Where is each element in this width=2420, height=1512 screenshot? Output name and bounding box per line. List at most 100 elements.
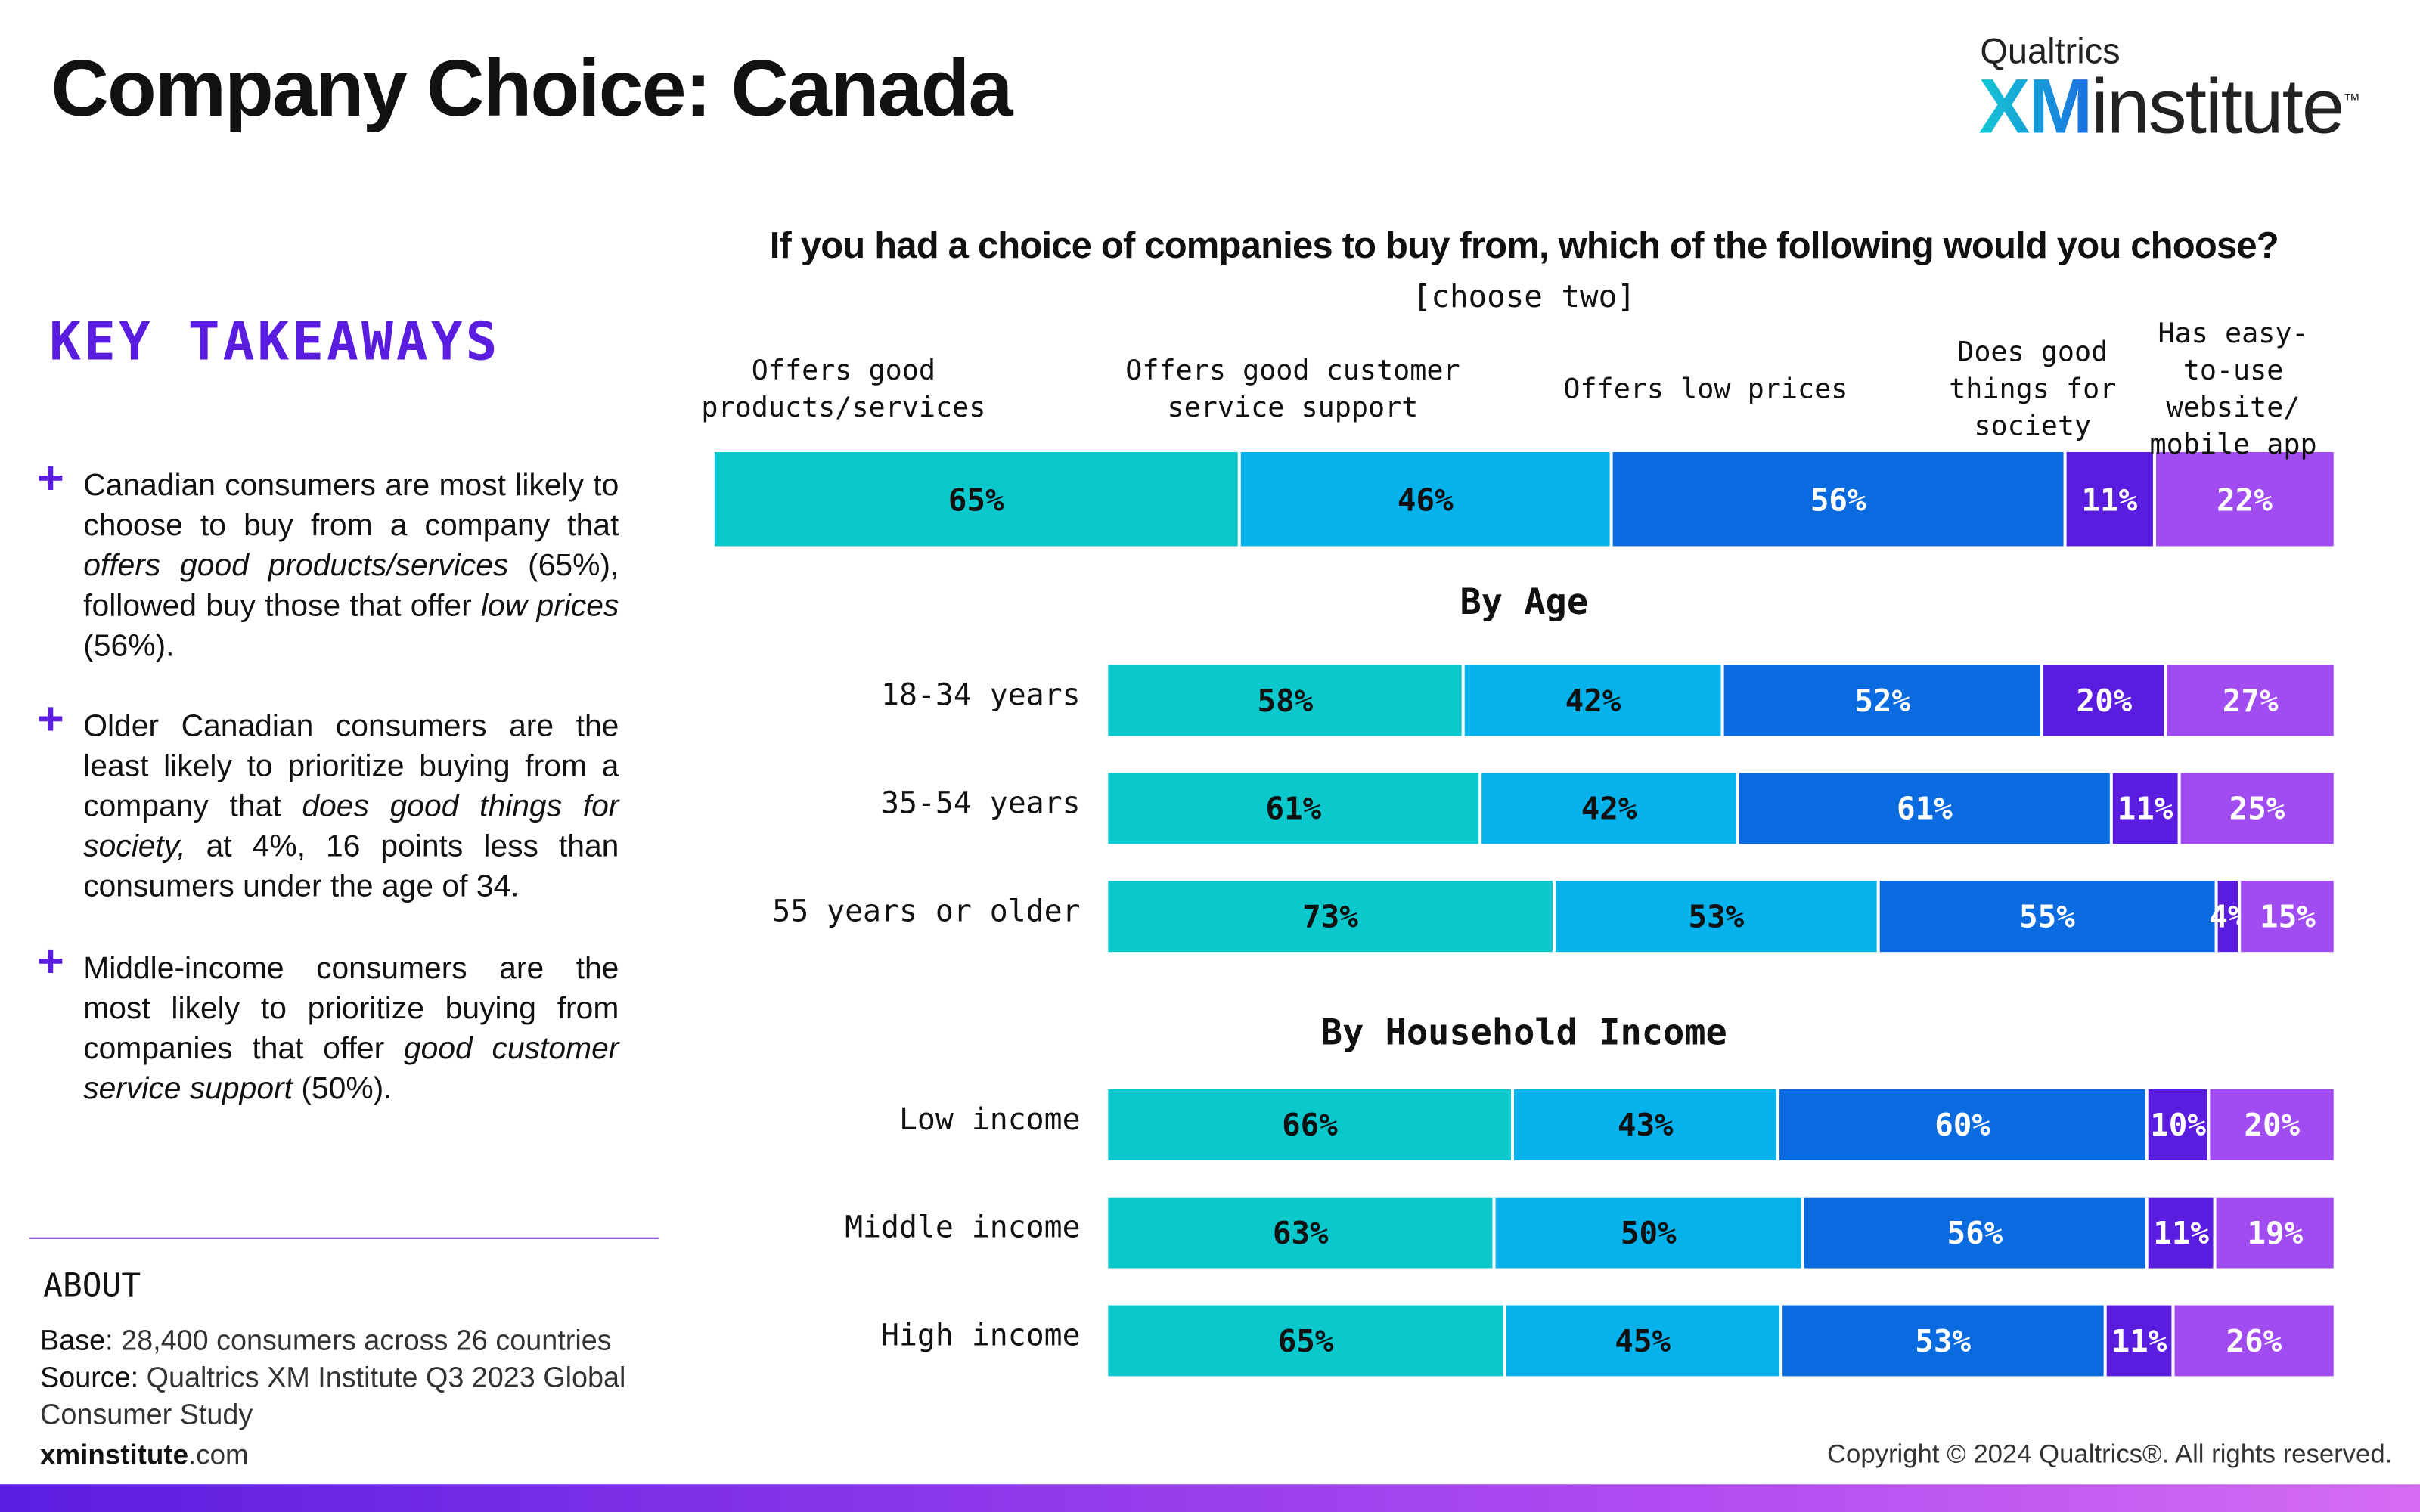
legend-label: Offers good products/services — [701, 355, 986, 425]
category-label: 35-54 years — [881, 785, 1081, 821]
value-label: 55% — [2019, 897, 2075, 935]
takeaway-marker: + — [36, 694, 64, 745]
site-rest: .com — [188, 1439, 249, 1470]
bar-segment: 65% — [714, 451, 1241, 547]
value-label: 20% — [2076, 682, 2133, 720]
value-label: 56% — [1947, 1214, 2003, 1252]
takeaway-text: at 4%, 16 points less than consumers und… — [83, 829, 619, 904]
value-label: 60% — [1934, 1106, 1990, 1144]
takeaway-text: low prices — [480, 589, 619, 624]
value-label: 42% — [1581, 789, 1637, 827]
bar-segment: 61% — [1739, 773, 2114, 844]
bar-row: 65% 45% 53% 11% 26% — [1108, 1305, 2334, 1377]
value-label: 53% — [1915, 1321, 1972, 1359]
site-bold: xminstitute — [40, 1439, 189, 1470]
about-heading: ABOUT — [43, 1266, 141, 1304]
value-label: 10% — [2150, 1106, 2206, 1144]
value-label: 46% — [1397, 480, 1454, 518]
bar-segment: 25% — [2180, 773, 2334, 844]
bar-segment: 65% — [1108, 1305, 1506, 1377]
value-label: 61% — [1897, 789, 1953, 827]
takeaway-text: (56%). — [83, 629, 175, 664]
bar-segment: 11% — [2066, 451, 2156, 547]
takeaway-text: good customer service support — [83, 1032, 619, 1107]
value-label: 65% — [948, 480, 1004, 518]
bar-segment: 11% — [2106, 1305, 2175, 1377]
value-label: 26% — [2226, 1321, 2282, 1359]
legend-header: Has easy-to-use website/ mobile app — [2133, 318, 2333, 461]
chart-subtitle: [choose two] — [1412, 277, 1636, 315]
value-label: 52% — [1854, 682, 1911, 720]
logo: XMinstitute™ — [1978, 62, 2360, 151]
bar-row: 61% 42% 61% 11% 25% — [1108, 773, 2334, 844]
takeaway-text: (65%), followed buy those that offer — [83, 549, 619, 624]
page-title: Company Choice: Canada — [51, 45, 1013, 135]
takeaway-text: Middle-income consumers are the most lik… — [83, 952, 619, 1067]
bar-row: 73% 53% 55% 4% 15% — [1108, 881, 2334, 953]
value-label: 73% — [1302, 897, 1358, 935]
bar-segment: 55% — [1880, 881, 2217, 953]
value-label: 56% — [1810, 480, 1866, 518]
bar-segment: 53% — [1782, 1305, 2107, 1377]
bar-row: 65% 46% 56% 11% 22% — [714, 451, 2334, 547]
bar-segment: 15% — [2242, 881, 2334, 953]
value-label: 22% — [2217, 480, 2273, 518]
bar-segment: 43% — [1514, 1089, 1779, 1160]
legend-label: Does good things for society — [1949, 336, 2117, 443]
takeaway: Middle-income consumers are the most lik… — [83, 949, 619, 1109]
value-label: 43% — [1617, 1106, 1674, 1144]
bar-segment: 42% — [1465, 665, 1724, 736]
value-label: 4% — [2209, 897, 2247, 935]
bar-segment: 45% — [1506, 1305, 1782, 1377]
site: xminstitute.com — [40, 1439, 249, 1472]
value-label: 66% — [1282, 1106, 1338, 1144]
legend-label: Offers good customer service support — [1125, 355, 1460, 425]
legend-label: Has easy-to-use website/ mobile app — [2149, 318, 2317, 462]
bar-segment: 61% — [1108, 773, 1482, 844]
legend-header: Offers low prices — [1479, 330, 1932, 451]
source-label: Source: — [40, 1361, 139, 1393]
base-label: Base: — [40, 1324, 113, 1356]
takeaway-text: (50%). — [292, 1072, 392, 1107]
value-label: 20% — [2244, 1106, 2301, 1144]
about-base: Base: 28,400 consumers across 26 countri… — [40, 1322, 657, 1359]
value-label: 11% — [2117, 789, 2173, 827]
bar-segment: 11% — [2149, 1197, 2217, 1269]
bar-segment: 22% — [2155, 451, 2334, 547]
value-label: 63% — [1272, 1214, 1329, 1252]
category-label: High income — [881, 1317, 1081, 1353]
logo-institute: institute — [2091, 63, 2344, 150]
bar-row: 63% 50% 56% 11% 19% — [1108, 1197, 2334, 1269]
bar-segment: 20% — [2043, 665, 2167, 736]
value-label: 42% — [1565, 682, 1621, 720]
value-label: 45% — [1615, 1321, 1671, 1359]
about-source: Source: Qualtrics XM Institute Q3 2023 G… — [40, 1359, 650, 1433]
bar-segment: 50% — [1496, 1197, 1804, 1269]
footer-band — [0, 1484, 2420, 1512]
takeaway-text: Canadian consumers are most likely to ch… — [83, 469, 619, 544]
value-label: 11% — [2111, 1321, 2167, 1359]
category-label: Middle income — [845, 1210, 1081, 1245]
bar-segment: 46% — [1240, 451, 1614, 547]
logo-xm: XM — [1978, 63, 2093, 150]
bar-row: 58% 42% 52% 20% 27% — [1108, 665, 2334, 736]
bar-segment: 27% — [2167, 665, 2334, 736]
takeaway-text: does good things for society, — [83, 789, 619, 864]
value-label: 61% — [1265, 789, 1322, 827]
bar-segment: 4% — [2209, 881, 2247, 953]
category-label: Low income — [898, 1101, 1081, 1138]
bar-segment: 42% — [1481, 773, 1739, 844]
value-label: 11% — [2081, 480, 2138, 518]
bar-segment: 73% — [1108, 881, 1556, 953]
base-text: 28,400 consumers across 26 countries — [121, 1324, 612, 1356]
bar-segment: 26% — [2174, 1305, 2334, 1377]
category-label: 55 years or older — [772, 893, 1081, 929]
takeaway-marker: + — [36, 936, 64, 988]
value-label: 50% — [1620, 1214, 1677, 1252]
divider — [29, 1237, 659, 1239]
legend-header: Offers good products/services — [581, 330, 1107, 451]
chart-title: If you had a choice of companies to buy … — [769, 225, 2279, 268]
legend-label: Offers low prices — [1563, 373, 1848, 406]
